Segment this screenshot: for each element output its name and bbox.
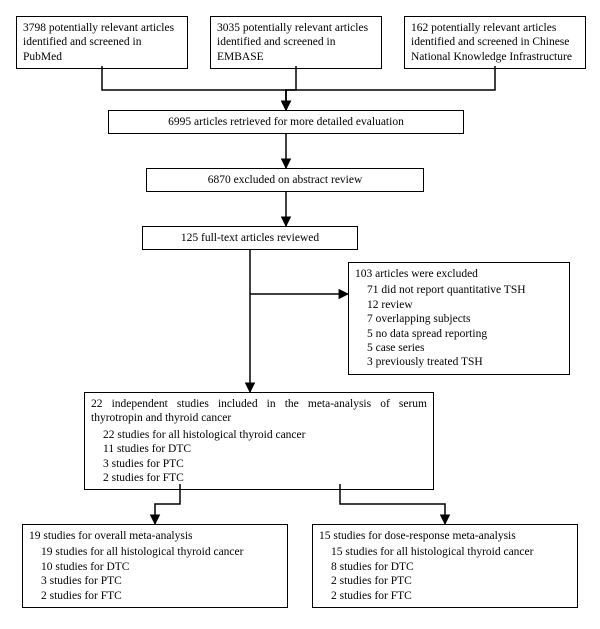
flow-arrow <box>102 66 286 110</box>
list-item: 5 no data spread reporting <box>367 327 563 341</box>
list-item: 2 studies for PTC <box>331 574 571 588</box>
list-item: 22 studies for all histological thyroid … <box>103 428 427 442</box>
node-text: 6870 excluded on abstract review <box>208 174 363 186</box>
node-excluded-detail: 103 articles were excluded 71 did not re… <box>348 262 570 375</box>
node-fulltext: 125 full-text articles reviewed <box>142 226 358 250</box>
flow-arrow <box>286 66 495 110</box>
flow-arrow <box>286 66 296 110</box>
node-text: 6995 articles retrieved for more detaile… <box>168 116 404 128</box>
node-abstract-excluded: 6870 excluded on abstract review <box>146 168 424 192</box>
node-title: 15 studies for dose-response meta-analys… <box>319 530 516 542</box>
node-src-cnki: 162 potentially relevant articles identi… <box>404 16 586 69</box>
list-item: 3 studies for PTC <box>41 574 281 588</box>
node-item-list: 19 studies for all histological thyroid … <box>29 545 281 603</box>
list-item: 19 studies for all histological thyroid … <box>41 545 281 559</box>
node-overall: 19 studies for overall meta-analysis 19 … <box>22 524 288 608</box>
node-included: 22 independent studies included in the m… <box>84 392 434 490</box>
node-title: 19 studies for overall meta-analysis <box>29 530 193 542</box>
list-item: 2 studies for FTC <box>331 589 571 603</box>
list-item: 71 did not report quantitative TSH <box>367 283 563 297</box>
list-item: 3 studies for PTC <box>103 457 427 471</box>
node-item-list: 22 studies for all histological thyroid … <box>91 428 427 486</box>
list-item: 2 studies for FTC <box>41 589 281 603</box>
node-text: 162 potentially relevant articles identi… <box>411 22 572 63</box>
list-item: 5 case series <box>367 341 563 355</box>
node-text: 125 full-text articles reviewed <box>181 232 319 244</box>
list-item: 8 studies for DTC <box>331 560 571 574</box>
node-src-pubmed: 3798 potentially relevant articles ident… <box>16 16 188 69</box>
node-retrieved: 6995 articles retrieved for more detaile… <box>108 110 464 134</box>
list-item: 15 studies for all histological thyroid … <box>331 545 571 559</box>
node-item-list: 15 studies for all histological thyroid … <box>319 545 571 603</box>
node-title: 22 independent studies included in the m… <box>91 398 427 424</box>
list-item: 10 studies for DTC <box>41 560 281 574</box>
node-src-embase: 3035 potentially relevant articles ident… <box>210 16 382 69</box>
list-item: 2 studies for FTC <box>103 471 427 485</box>
node-dose-response: 15 studies for dose-response meta-analys… <box>312 524 578 608</box>
node-text: 3035 potentially relevant articles ident… <box>217 22 368 63</box>
list-item: 7 overlapping subjects <box>367 312 563 326</box>
node-item-list: 71 did not report quantitative TSH 12 re… <box>355 283 563 369</box>
node-title: 103 articles were excluded <box>355 268 478 280</box>
node-text: 3798 potentially relevant articles ident… <box>23 22 174 63</box>
list-item: 12 review <box>367 298 563 312</box>
list-item: 3 previously treated TSH <box>367 355 563 369</box>
list-item: 11 studies for DTC <box>103 442 427 456</box>
